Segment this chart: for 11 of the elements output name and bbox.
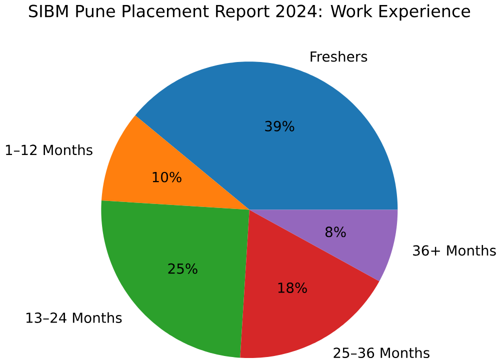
slice-label: 1–12 Months [6, 144, 92, 156]
data-label: 39% [265, 121, 294, 132]
data-label: 25% [168, 264, 198, 274]
slice-label: 25–36 Months [334, 348, 430, 358]
slice-label: 36+ Months [413, 245, 496, 256]
slice-label: 13–24 Months [26, 312, 122, 324]
slice-label: Freshers [310, 51, 368, 62]
data-label: 18% [278, 282, 307, 294]
data-label: 8% [325, 226, 346, 238]
data-label: 10% [152, 172, 182, 183]
chart-title: SIBM Pune Placement Report 2024: Work Experience [29, 4, 470, 21]
